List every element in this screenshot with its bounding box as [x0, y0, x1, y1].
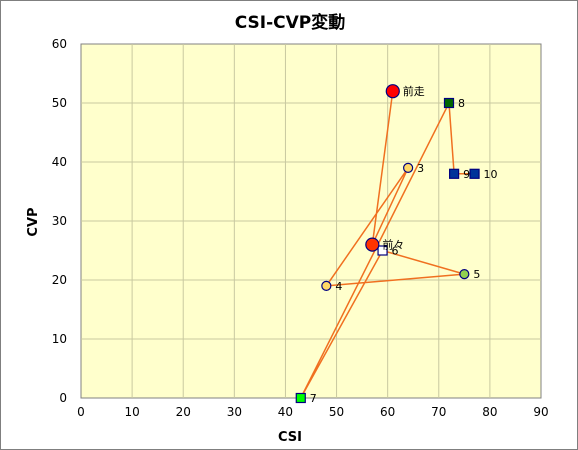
x-tick-label: 0 [77, 405, 85, 419]
marker-9 [449, 168, 460, 179]
marker-4 [321, 280, 332, 291]
point-label-5: 5 [473, 268, 480, 281]
x-tick-label: 50 [329, 405, 344, 419]
x-tick-label: 70 [431, 405, 446, 419]
marker-5 [459, 269, 470, 280]
marker-2 [365, 237, 380, 252]
marker-6 [377, 245, 388, 256]
point-label-6: 6 [392, 245, 399, 258]
y-axis-ticks: 0 10 20 30 40 50 60 [52, 37, 67, 405]
point-label-10: 10 [484, 168, 498, 181]
series-line [300, 91, 475, 399]
y-tick-label: 30 [52, 214, 67, 228]
point-label-8: 8 [458, 97, 465, 110]
marker-7 [295, 392, 306, 404]
marker-3 [403, 162, 414, 173]
data-points [295, 84, 480, 404]
y-tick-label: 10 [52, 332, 67, 346]
x-axis-ticks: 0 10 20 30 40 50 60 70 80 90 [77, 405, 548, 419]
y-tick-label: 0 [59, 391, 67, 405]
marker-1 [385, 84, 400, 99]
grid-lines [81, 44, 541, 398]
point-label-9: 9 [463, 168, 470, 181]
x-tick-label: 20 [176, 405, 191, 419]
x-tick-label: 30 [227, 405, 242, 419]
y-axis-title: CVP [26, 207, 41, 236]
point-label-1: 前走 [403, 84, 425, 98]
y-tick-label: 60 [52, 37, 67, 51]
x-tick-label: 90 [533, 405, 548, 419]
y-tick-label: 50 [52, 96, 67, 110]
y-tick-label: 20 [52, 273, 67, 287]
connecting-lines [300, 91, 475, 399]
x-axis-title: CSI [278, 430, 302, 445]
x-tick-label: 40 [278, 405, 293, 419]
point-label-3: 3 [417, 162, 424, 175]
x-tick-label: 80 [482, 405, 497, 419]
chart-title: CSI-CVP変動 [235, 12, 346, 33]
point-label-7: 7 [310, 392, 317, 405]
x-tick-label: 60 [380, 405, 395, 419]
marker-10 [469, 168, 480, 179]
point-label-2: 前々 [382, 238, 404, 252]
x-tick-label: 10 [124, 405, 139, 419]
point-label-4: 4 [335, 280, 342, 293]
marker-8 [443, 97, 455, 109]
y-tick-label: 40 [52, 155, 67, 169]
